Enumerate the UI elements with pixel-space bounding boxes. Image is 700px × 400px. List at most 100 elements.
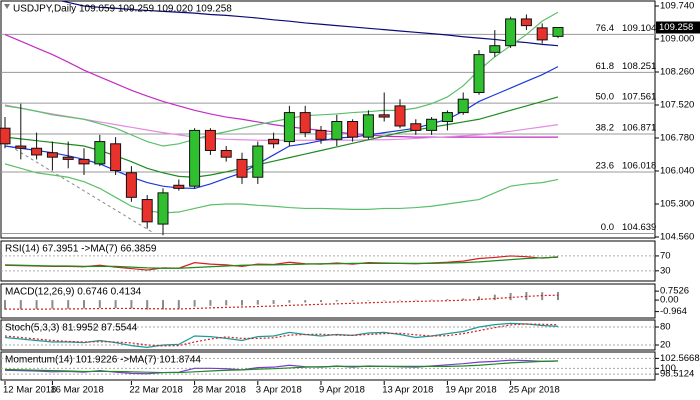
- fibonacci-ratio: 61.8: [596, 61, 615, 72]
- y-tick-label: 104.560: [660, 232, 694, 243]
- fibonacci-price: 109.104: [622, 23, 656, 34]
- histogram-bar: [98, 300, 101, 308]
- candle-body: [204, 129, 216, 151]
- panel-title: MACD(12,26,9) 0.6746 0.4134: [5, 287, 142, 298]
- candle-body: [441, 112, 453, 122]
- candle-body: [125, 172, 137, 198]
- candle-body: [141, 199, 153, 223]
- indicator-line: [59, 1, 559, 47]
- y-tick-label: 105.300: [660, 199, 694, 210]
- fibonacci-price: 107.561: [622, 92, 656, 103]
- y-tick-label: 106.780: [660, 133, 694, 144]
- fibonacci-price: 104.639: [622, 222, 656, 233]
- candle-body: [15, 145, 27, 149]
- x-tick-label: 12 Mar 2018: [3, 385, 56, 396]
- histogram-bar: [114, 300, 117, 308]
- candle-body: [173, 184, 185, 189]
- panel-title: Momentum(14) 101.9226 ->MA(7) 101.8744: [5, 355, 201, 366]
- candle-body: [473, 54, 485, 94]
- candle-body: [347, 121, 359, 138]
- fibonacci-ratio: 0.0: [601, 222, 614, 233]
- histogram-bar: [446, 299, 449, 301]
- fibonacci-ratio: 76.4: [596, 23, 615, 34]
- histogram-bar: [399, 299, 401, 301]
- candle-body: [378, 114, 390, 118]
- histogram-bar: [35, 300, 38, 310]
- y-tick-label: 30: [660, 265, 671, 276]
- candle-body: [110, 143, 122, 172]
- indicator-line: [4, 360, 559, 374]
- histogram-bar: [4, 300, 6, 310]
- y-tick-label: 0.00: [660, 295, 679, 306]
- fibonacci-ratio: 23.6: [596, 160, 615, 171]
- histogram-bar: [193, 300, 196, 307]
- histogram-bar: [557, 292, 559, 301]
- y-tick-label: 100: [660, 363, 676, 374]
- y-tick-label: 80: [660, 322, 671, 333]
- x-tick-label: 25 Apr 2018: [509, 385, 560, 396]
- histogram-bar: [478, 296, 480, 301]
- indicator-line: [4, 33, 558, 138]
- fibonacci-price: 106.871: [622, 122, 656, 133]
- candle-body: [189, 129, 201, 187]
- x-tick-label: 9 Apr 2018: [319, 385, 365, 396]
- candle-body: [220, 149, 232, 158]
- candle-body: [62, 156, 74, 160]
- candle-body: [331, 121, 343, 140]
- y-tick-label: 0.7526: [660, 286, 689, 297]
- histogram-bar: [51, 300, 54, 309]
- y-tick-label: 108.260: [660, 67, 694, 78]
- histogram-bar: [304, 300, 307, 303]
- panel-title: Stoch(5,3,3) 81.9952 87.5544: [5, 323, 138, 334]
- x-tick-label: 13 Apr 2018: [382, 385, 433, 396]
- candle-body: [520, 18, 532, 27]
- histogram-bar: [177, 300, 180, 310]
- panel-frame: [0, 0, 656, 239]
- x-tick-label: 3 Apr 2018: [256, 385, 302, 396]
- histogram-bar: [462, 298, 465, 301]
- histogram-bar: [509, 292, 512, 301]
- indicator-line: [4, 256, 559, 269]
- candle-body: [410, 123, 422, 131]
- indicator-line: [4, 323, 559, 347]
- fibonacci-price: 106.018: [622, 160, 656, 171]
- histogram-bar: [430, 299, 433, 301]
- panel-frame: [0, 240, 656, 282]
- histogram-bar: [335, 300, 338, 302]
- candle-body: [552, 26, 564, 37]
- y-tick-label: 107.520: [660, 100, 694, 111]
- histogram-bar: [209, 300, 212, 306]
- histogram-bar: [272, 300, 275, 304]
- x-tick-label: 28 Mar 2018: [193, 385, 246, 396]
- panel-title: USDJPY,Daily 109.059 109.259 109.020 109…: [13, 4, 232, 15]
- y-tick-label: 20: [660, 340, 671, 351]
- histogram-bar: [19, 300, 22, 310]
- indicator-line: [4, 104, 559, 141]
- y-tick-label: 106.040: [660, 166, 694, 177]
- histogram-bar: [162, 300, 164, 310]
- candle-body: [394, 105, 406, 127]
- indicator-line: [4, 11, 559, 147]
- panel-frame: [0, 283, 656, 319]
- fibonacci-price: 108.251: [622, 61, 656, 72]
- histogram-bar: [83, 300, 85, 309]
- histogram-bar: [67, 300, 70, 309]
- candle-body: [299, 112, 311, 134]
- y-tick-label: 98.5124: [660, 369, 694, 380]
- histogram-bar: [414, 299, 417, 301]
- symbol-icon: [4, 4, 10, 9]
- panel-frame: [0, 351, 656, 381]
- histogram-bar: [367, 300, 370, 301]
- y-tick-label: 70: [660, 250, 671, 261]
- candle-body: [457, 98, 469, 114]
- histogram-bar: [320, 300, 322, 303]
- indicator-line: [4, 255, 559, 271]
- panel-title: RSI(14) 67.3951 ->MA(7) 66.3859: [5, 244, 157, 255]
- candle-body: [252, 145, 264, 178]
- indicator-line: [4, 163, 559, 214]
- candle-body: [236, 158, 248, 178]
- last-price-label: 109.258: [659, 22, 693, 33]
- histogram-bar: [256, 300, 259, 305]
